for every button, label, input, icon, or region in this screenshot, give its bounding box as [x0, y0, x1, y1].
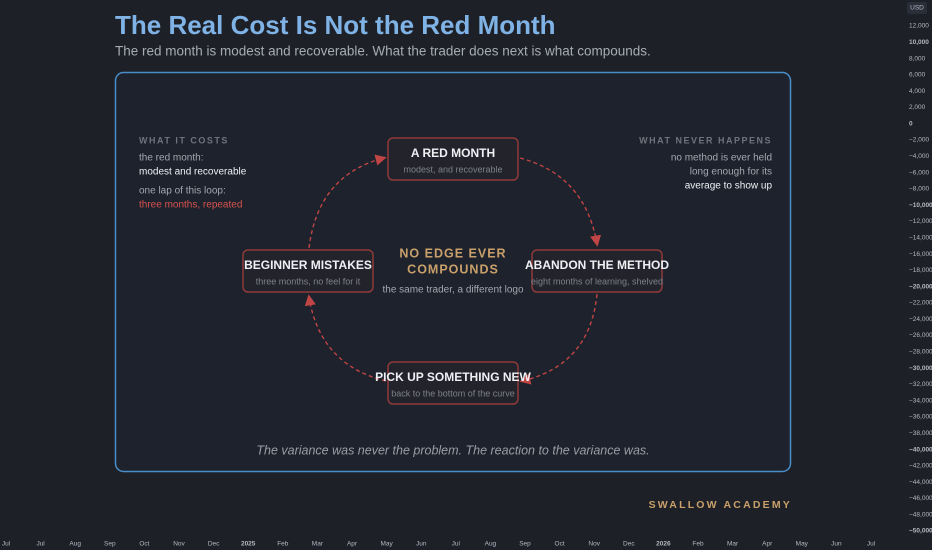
time-label: Jul [2, 541, 11, 548]
left-heading: WHAT IT COSTS [139, 135, 229, 145]
time-label: 2025 [241, 541, 256, 548]
left-line: the red month: [139, 153, 203, 164]
price-label: 0 [909, 120, 913, 127]
node: A RED MONTH modest, and recoverable [387, 137, 519, 181]
loop-arrows [304, 154, 602, 385]
node-sublabel: back to the bottom of the curve [391, 388, 515, 398]
time-label: Dec [623, 541, 635, 548]
arrow [308, 154, 387, 249]
price-label: −2,000 [909, 137, 929, 144]
price-label: −46,000 [909, 495, 932, 502]
price-label: 12,000 [909, 23, 929, 30]
panel [114, 71, 792, 473]
node: PICK UP SOMETHING NEW back to the bottom… [375, 361, 532, 405]
price-label: −34,000 [909, 397, 932, 404]
price-label: −26,000 [909, 332, 932, 339]
time-label: Jul [867, 541, 876, 548]
left-line: three months, repeated [139, 200, 242, 211]
time-label: Apr [762, 541, 773, 548]
currency: USD [910, 5, 924, 12]
time-label: Nov [173, 541, 185, 548]
time-label: Jun [416, 541, 427, 548]
time-label: May [380, 541, 393, 548]
price-label: −48,000 [909, 511, 932, 518]
time-label: Nov [588, 541, 600, 548]
price-label: −22,000 [909, 300, 932, 307]
time-label: Feb [692, 541, 704, 548]
arrow [519, 293, 598, 385]
time-label: Oct [555, 541, 565, 548]
price-label: 8,000 [909, 55, 926, 62]
price-label: −20,000 [909, 283, 932, 290]
node-sublabel: eight months of learning, shelved [531, 276, 663, 286]
currency-badge [907, 2, 927, 14]
node-label: ABANDON THE METHOD [525, 258, 669, 272]
price-label: −16,000 [909, 251, 932, 258]
subtitle: The red month is modest and recoverable.… [115, 44, 651, 59]
right-line: no method is ever held [671, 153, 772, 164]
arrow [519, 157, 602, 247]
time-label: Apr [347, 541, 358, 548]
time-label: 2026 [656, 541, 671, 548]
price-label: −36,000 [909, 414, 932, 421]
price-label: −30,000 [909, 365, 932, 372]
right-line: long enough for its [690, 167, 772, 178]
time-label: Sep [519, 541, 531, 548]
time-label: Sep [104, 541, 116, 548]
left-line: one lap of this loop: [139, 186, 226, 197]
price-label: 6,000 [909, 72, 926, 79]
time-label: Dec [208, 541, 220, 548]
right-line: average to show up [685, 181, 773, 192]
price-label: 10,000 [909, 39, 929, 46]
time-label: Mar [312, 541, 324, 548]
footer-quote: The variance was never the problem. The … [256, 443, 649, 457]
right-heading: WHAT NEVER HAPPENS [639, 135, 772, 145]
price-label: −44,000 [909, 479, 932, 486]
price-label: −10,000 [909, 202, 932, 209]
price-label: 2,000 [909, 104, 926, 111]
arrow [304, 294, 387, 382]
center-heading: COMPOUNDS [407, 262, 499, 276]
time-label: Jul [36, 541, 45, 548]
price-label: −28,000 [909, 349, 932, 356]
time-label: Mar [727, 541, 739, 548]
price-label: −4,000 [909, 153, 929, 160]
time-label: Oct [139, 541, 149, 548]
price-label: −32,000 [909, 381, 932, 388]
time-label: Jun [831, 541, 842, 548]
brand: SWALLOW ACADEMY [649, 499, 792, 511]
node-sublabel: three months, no feel for it [256, 276, 361, 286]
center-caption: the same trader, a different logo [382, 285, 523, 296]
price-label: −40,000 [909, 446, 932, 453]
node: BEGINNER MISTAKES three months, no feel … [242, 249, 374, 293]
time-label: Feb [277, 541, 289, 548]
left-line: modest and recoverable [139, 167, 247, 178]
title: The Real Cost Is Not the Red Month [115, 10, 556, 40]
price-label: −18,000 [909, 267, 932, 274]
center-heading: NO EDGE EVER [399, 246, 506, 260]
price-label: 4,000 [909, 88, 926, 95]
price-label: −14,000 [909, 234, 932, 241]
time-label: Aug [69, 541, 81, 548]
node-sublabel: modest, and recoverable [403, 164, 502, 174]
price-label: −12,000 [909, 218, 932, 225]
time-label: May [796, 541, 809, 548]
price-label: −38,000 [909, 430, 932, 437]
time-label: Aug [485, 541, 497, 548]
price-label: −42,000 [909, 463, 932, 470]
price-label: −24,000 [909, 316, 932, 323]
node-label: BEGINNER MISTAKES [244, 258, 372, 272]
node-label: A RED MONTH [411, 146, 495, 160]
time-label: Jul [452, 541, 461, 548]
node-label: PICK UP SOMETHING NEW [375, 370, 531, 384]
price-label: −50,000 [909, 528, 932, 535]
price-label: −6,000 [909, 169, 929, 176]
node: ABANDON THE METHOD eight months of learn… [525, 249, 669, 293]
price-label: −8,000 [909, 186, 929, 193]
